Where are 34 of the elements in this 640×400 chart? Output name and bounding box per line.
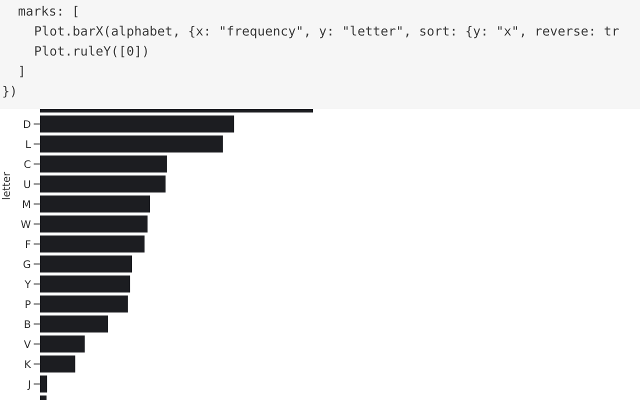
y-tick-label: U	[24, 180, 30, 188]
bar	[40, 376, 48, 392]
y-tick-label: V	[24, 340, 31, 348]
bar	[40, 316, 108, 332]
text: ]	[20, 66, 23, 78]
y-tick-label: W	[21, 220, 31, 228]
y-tick-label: G	[23, 260, 30, 268]
bar	[40, 296, 128, 312]
bar	[40, 156, 167, 172]
bar	[40, 356, 76, 372]
text: })	[3, 86, 15, 98]
y-tick-label: M	[23, 200, 30, 208]
y-tick-label: P	[26, 300, 31, 308]
bar	[40, 116, 234, 132]
y-tick-label: F	[26, 240, 30, 248]
y-tick-label: K	[25, 360, 32, 368]
y-tick-label: B	[24, 320, 30, 328]
bar	[40, 236, 145, 252]
text: Plot.ruleY([0])	[35, 46, 147, 58]
bar	[40, 276, 130, 292]
bar	[40, 196, 150, 212]
text: marks: [	[18, 6, 78, 18]
y-tick-label: L	[26, 140, 31, 148]
bar	[40, 176, 166, 192]
y-tick-label: D	[24, 120, 30, 128]
y-tick-label: J	[27, 380, 30, 390]
y-tick-label: Y	[24, 280, 31, 288]
bar	[40, 336, 85, 352]
text: Plot.barX(alphabet, {x: "frequency", y: "letter", sort: {y: "x", reverse: tr	[35, 26, 619, 38]
y-axis-title: letter	[2, 172, 10, 200]
bar	[40, 216, 148, 232]
bar	[40, 256, 132, 272]
y-tick-label: C	[24, 160, 30, 168]
bar	[40, 136, 223, 152]
